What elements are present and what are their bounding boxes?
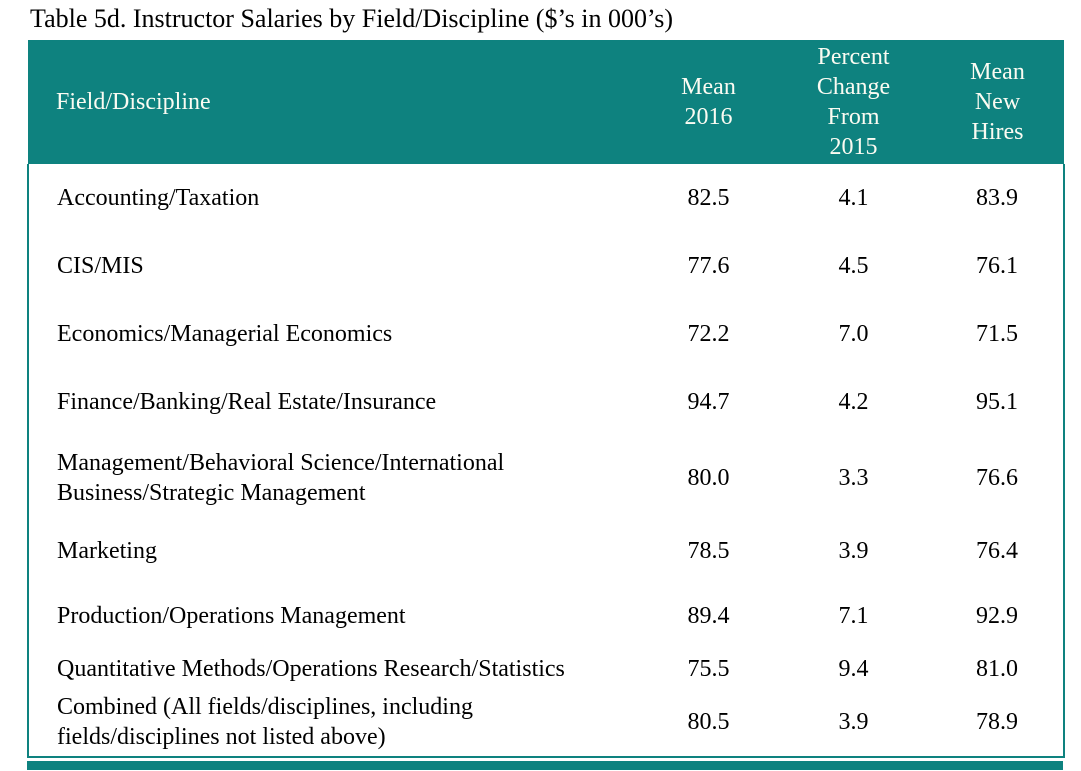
percent-change-cell: 3.3: [776, 435, 931, 520]
salary-table: Field/Discipline Mean 2016 Percent Chang…: [27, 39, 1065, 758]
table-row: Quantitative Methods/Operations Research…: [28, 649, 1064, 688]
percent-change-cell: 7.1: [776, 581, 931, 650]
mean-new-hires-cell: 76.1: [931, 231, 1064, 300]
mean-new-hires-cell: 81.0: [931, 649, 1064, 688]
mean-new-hires-cell: 76.6: [931, 435, 1064, 520]
mean-new-hires-cell: 78.9: [931, 687, 1064, 757]
mean-2016-cell: 80.5: [641, 687, 776, 757]
table-row: Economics/Managerial Economics 72.2 7.0 …: [28, 299, 1064, 368]
field-cell: Economics/Managerial Economics: [28, 299, 641, 368]
field-cell: Accounting/Taxation: [28, 163, 641, 232]
column-header-percent-change: Percent Change From 2015: [776, 39, 931, 164]
table-body: Accounting/Taxation 82.5 4.1 83.9 CIS/MI…: [28, 163, 1064, 757]
percent-change-cell: 3.9: [776, 687, 931, 757]
mean-2016-cell: 82.5: [641, 163, 776, 232]
mean-2016-cell: 78.5: [641, 519, 776, 582]
mean-new-hires-cell: 83.9: [931, 163, 1064, 232]
mean-new-hires-cell: 71.5: [931, 299, 1064, 368]
column-header-field: Field/Discipline: [28, 39, 641, 164]
mean-new-hires-cell: 76.4: [931, 519, 1064, 582]
table-row: Finance/Banking/Real Estate/Insurance 94…: [28, 367, 1064, 436]
mean-2016-cell: 72.2: [641, 299, 776, 368]
field-cell: Marketing: [28, 519, 641, 582]
field-cell: Combined (All fields/disciplines, includ…: [28, 687, 641, 757]
percent-change-cell: 4.1: [776, 163, 931, 232]
table-header: Field/Discipline Mean 2016 Percent Chang…: [28, 39, 1064, 164]
table-row: Accounting/Taxation 82.5 4.1 83.9: [28, 163, 1064, 232]
field-cell: CIS/MIS: [28, 231, 641, 300]
field-cell: Finance/Banking/Real Estate/Insurance: [28, 367, 641, 436]
field-cell: Production/Operations Management: [28, 581, 641, 650]
mean-2016-cell: 75.5: [641, 649, 776, 688]
table-row: Management/Behavioral Science/Internatio…: [28, 435, 1064, 520]
table-row: Marketing 78.5 3.9 76.4: [28, 519, 1064, 582]
mean-2016-cell: 77.6: [641, 231, 776, 300]
table-row: CIS/MIS 77.6 4.5 76.1: [28, 231, 1064, 300]
percent-change-cell: 7.0: [776, 299, 931, 368]
field-cell: Management/Behavioral Science/Internatio…: [28, 435, 641, 520]
column-header-mean-2016: Mean 2016: [641, 39, 776, 164]
table-bottom-rule: [27, 760, 1063, 770]
table-title: Table 5d. Instructor Salaries by Field/D…: [30, 4, 674, 33]
table-row: Combined (All fields/disciplines, includ…: [28, 687, 1064, 757]
percent-change-cell: 9.4: [776, 649, 931, 688]
percent-change-cell: 3.9: [776, 519, 931, 582]
mean-2016-cell: 80.0: [641, 435, 776, 520]
mean-new-hires-cell: 95.1: [931, 367, 1064, 436]
percent-change-cell: 4.5: [776, 231, 931, 300]
field-cell: Quantitative Methods/Operations Research…: [28, 649, 641, 688]
percent-change-cell: 4.2: [776, 367, 931, 436]
mean-2016-cell: 89.4: [641, 581, 776, 650]
mean-2016-cell: 94.7: [641, 367, 776, 436]
mean-new-hires-cell: 92.9: [931, 581, 1064, 650]
column-header-mean-new-hires: Mean New Hires: [931, 39, 1064, 164]
header-row: Field/Discipline Mean 2016 Percent Chang…: [28, 39, 1064, 164]
table-row: Production/Operations Management 89.4 7.…: [28, 581, 1064, 650]
